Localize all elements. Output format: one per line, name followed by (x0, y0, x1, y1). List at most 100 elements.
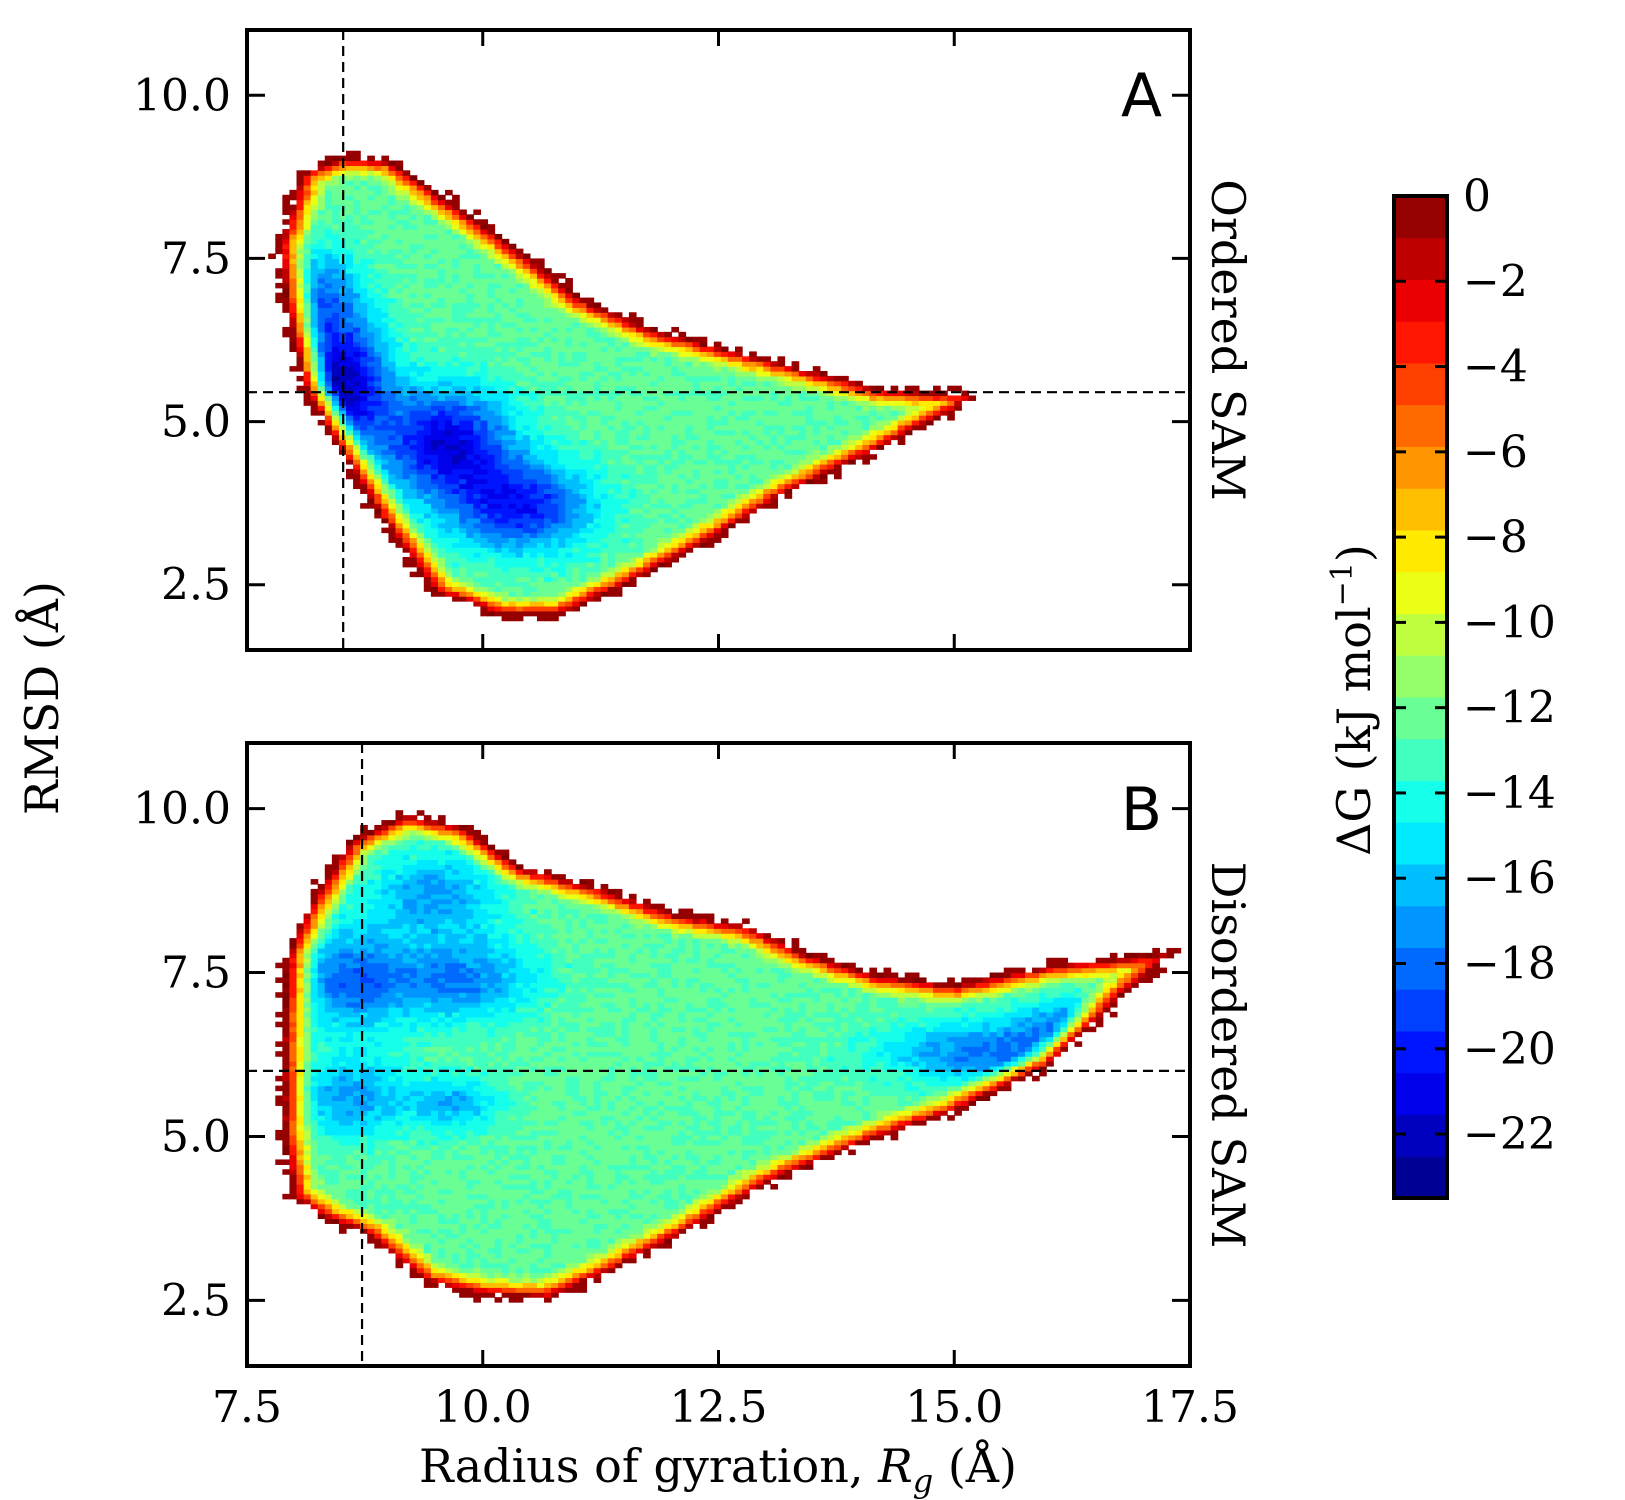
heatmap-cell (515, 478, 524, 485)
heatmap-cell (544, 331, 552, 338)
heatmap-cell (756, 498, 764, 504)
heatmap-cell (565, 557, 573, 563)
heatmap-cell (395, 517, 404, 524)
heatmap-cell (409, 258, 418, 264)
heatmap-cell (961, 390, 969, 397)
heatmap-cell (310, 1002, 319, 1008)
heatmap-cell (890, 429, 899, 436)
heatmap-cell (310, 1041, 319, 1047)
heatmap-cell (529, 346, 538, 353)
heatmap-cell (536, 336, 545, 343)
heatmap-cell (558, 390, 566, 397)
heatmap-cell (324, 233, 333, 240)
heatmap-cell (572, 473, 580, 480)
heatmap-cell (310, 336, 319, 343)
heatmap-cell (699, 405, 708, 411)
heatmap-cell (713, 444, 722, 450)
heatmap-cell (685, 527, 694, 534)
heatmap-cell (678, 415, 687, 421)
heatmap-cell (643, 405, 651, 411)
heatmap-cell (296, 1169, 305, 1175)
heatmap-cell (473, 424, 481, 431)
heatmap-cell (819, 439, 828, 446)
heatmap-cell (317, 1149, 326, 1156)
heatmap-cell (742, 449, 750, 455)
heatmap-cell (742, 459, 750, 465)
heatmap-cell (303, 185, 312, 191)
heatmap-cell (515, 317, 524, 323)
heatmap-cell (459, 219, 467, 225)
heatmap-cell (480, 380, 489, 387)
heatmap-cell (558, 429, 566, 436)
heatmap-cell (607, 439, 616, 446)
heatmap-cell (430, 209, 439, 215)
heatmap-cell (678, 419, 687, 426)
heatmap-cell (522, 405, 531, 411)
heatmap-cell (572, 317, 580, 323)
heatmap-cell (310, 1100, 319, 1106)
heatmap-cell (494, 292, 503, 299)
heatmap-cell (770, 454, 779, 460)
heatmap-cell (763, 454, 771, 460)
heatmap-cell (699, 522, 708, 529)
heatmap-cell (367, 503, 375, 509)
heatmap-cell (395, 532, 404, 539)
heatmap-cell (423, 209, 432, 215)
heatmap-cell (374, 336, 382, 343)
heatmap-cell (409, 371, 418, 377)
heatmap-cell (480, 268, 489, 274)
heatmap-cell (473, 473, 481, 480)
heatmap-cell (572, 341, 580, 348)
heatmap-cell (437, 282, 446, 289)
heatmap-cell (834, 473, 842, 480)
heatmap-cell (423, 312, 432, 318)
heatmap-cell (664, 449, 672, 455)
heatmap-cell (678, 493, 687, 499)
heatmap-cell (635, 508, 644, 514)
heatmap-cell (678, 449, 687, 455)
heatmap-cell (423, 317, 432, 323)
heatmap-cell (324, 429, 333, 436)
heatmap-cell (551, 527, 559, 534)
heatmap-cell (692, 390, 701, 397)
heatmap-cell (317, 1115, 326, 1121)
heatmap-cell (777, 380, 786, 387)
heatmap-cell (416, 263, 425, 269)
heatmap-cell (395, 464, 404, 470)
heatmap-cell (430, 361, 439, 367)
heatmap-cell (395, 331, 404, 338)
heatmap-cell (657, 410, 665, 416)
heatmap-cell (720, 488, 729, 494)
heatmap-cell (692, 424, 701, 431)
heatmap-cell (416, 493, 425, 499)
heatmap-cell (614, 400, 623, 406)
heatmap-cell (579, 566, 588, 573)
heatmap-cell (508, 419, 517, 426)
heatmap-cell (643, 478, 651, 485)
heatmap-cell (346, 424, 354, 431)
heatmap-cell (381, 503, 390, 509)
heatmap-cell (395, 537, 404, 543)
heatmap-cell (544, 346, 552, 353)
heatmap-cell (586, 468, 595, 475)
heatmap-cell (770, 459, 779, 465)
heatmap-cell (402, 444, 411, 450)
heatmap-cell (317, 1193, 326, 1200)
heatmap-cell (459, 571, 467, 578)
heatmap-cell (402, 503, 411, 509)
heatmap-cell (374, 331, 382, 338)
heatmap-cell (296, 356, 305, 362)
heatmap-cell (515, 464, 524, 470)
heatmap-cell (388, 175, 397, 181)
heatmap-cell (346, 297, 354, 304)
heatmap-cell (855, 429, 863, 436)
heatmap-cell (756, 371, 764, 377)
heatmap-cell (501, 268, 510, 274)
heatmap-cell (289, 1080, 298, 1087)
heatmap-cell (275, 977, 283, 983)
heatmap-cell (473, 282, 481, 289)
heatmap-cell (480, 552, 489, 558)
heatmap-cell (459, 429, 467, 436)
heatmap-cell (579, 371, 588, 377)
heatmap-cell (494, 341, 503, 348)
